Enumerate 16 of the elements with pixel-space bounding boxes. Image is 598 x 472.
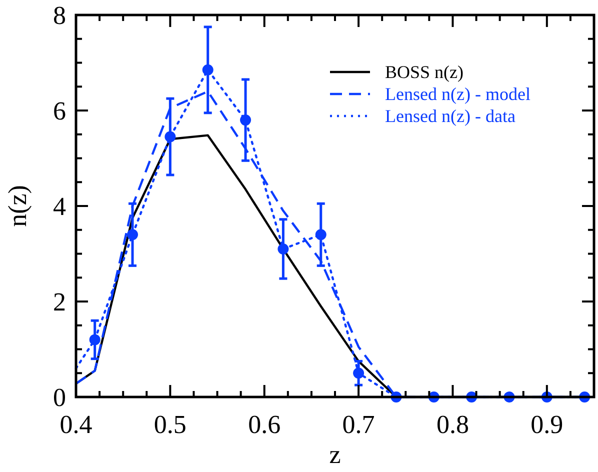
- y-tick-label: 2: [53, 288, 66, 316]
- x-tick-label: 0.5: [154, 410, 186, 439]
- x-tick-label: 0.8: [436, 410, 469, 439]
- x-tick-label: 0.7: [342, 410, 375, 439]
- y-axis-title: n(z): [3, 185, 32, 227]
- x-tick-label: 0.4: [60, 410, 92, 439]
- x-tick-label: 0.9: [530, 410, 564, 439]
- y-tick-label: 8: [53, 1, 66, 30]
- legend-label: Lensed n(z) - model: [385, 84, 530, 104]
- legend-label: BOSS n(z): [385, 62, 464, 82]
- legend-label: Lensed n(z) - data: [385, 106, 516, 126]
- y-tick-label: 0: [53, 383, 66, 412]
- x-axis-title: z: [329, 440, 341, 469]
- y-tick-label: 4: [53, 192, 66, 221]
- y-tick-label: 6: [53, 96, 66, 126]
- x-tick-label: 0.6: [248, 410, 281, 439]
